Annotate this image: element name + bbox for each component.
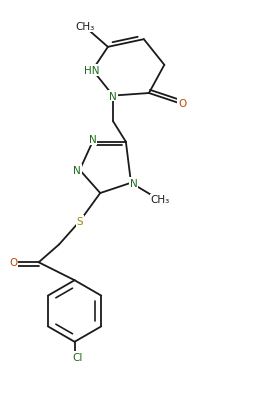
Text: CH₃: CH₃ — [75, 22, 95, 32]
Text: Cl: Cl — [72, 352, 82, 362]
Text: HN: HN — [84, 66, 99, 76]
Text: CH₃: CH₃ — [151, 195, 170, 205]
Text: N: N — [109, 92, 117, 101]
Text: O: O — [9, 258, 17, 268]
Text: N: N — [89, 135, 96, 145]
Text: S: S — [77, 217, 83, 227]
Text: N: N — [130, 178, 138, 188]
Text: O: O — [178, 99, 187, 109]
Text: N: N — [73, 166, 81, 175]
